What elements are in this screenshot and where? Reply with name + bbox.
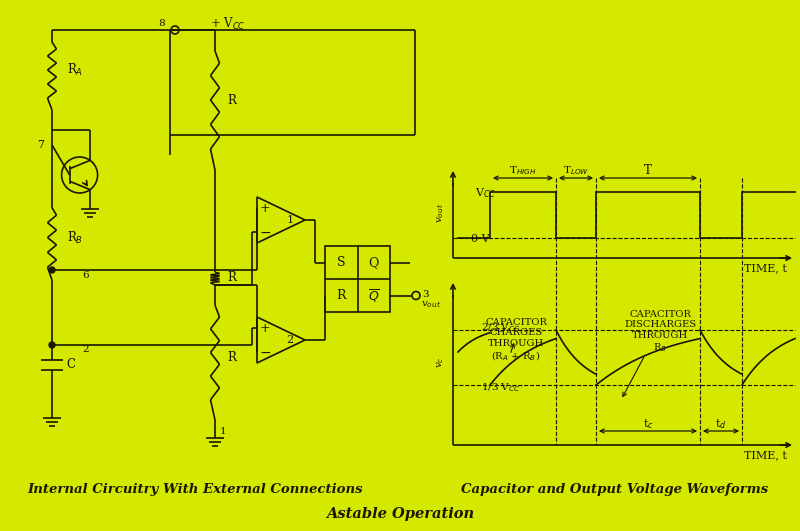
Text: 7: 7 (37, 140, 44, 150)
Text: T$_{LOW}$: T$_{LOW}$ (563, 165, 589, 177)
Text: t$_c$: t$_c$ (642, 417, 654, 431)
Text: V$_{CC}$: V$_{CC}$ (475, 186, 496, 200)
Text: v$_c$: v$_c$ (436, 357, 446, 369)
Text: TIME, t: TIME, t (743, 450, 786, 460)
Text: R: R (227, 351, 236, 364)
Text: 2: 2 (82, 346, 89, 355)
Text: +: + (260, 321, 270, 335)
Text: R: R (227, 93, 236, 107)
Text: t$_d$: t$_d$ (715, 417, 726, 431)
Text: 1: 1 (286, 215, 294, 225)
Text: Internal Circuitry With External Connections: Internal Circuitry With External Connect… (27, 484, 363, 496)
Text: 3: 3 (422, 290, 429, 299)
Bar (325, 246, 390, 312)
Text: 6: 6 (82, 270, 89, 279)
Text: +: + (260, 201, 270, 215)
Text: TIME, t: TIME, t (743, 263, 786, 273)
Text: R$_A$: R$_A$ (67, 62, 83, 78)
Text: T: T (644, 165, 652, 177)
Text: CAPACITOR
CHARGES
THROUGH
(R$_A$ + R$_B$): CAPACITOR CHARGES THROUGH (R$_A$ + R$_B$… (485, 318, 547, 363)
Text: T$_{HIGH}$: T$_{HIGH}$ (510, 165, 537, 177)
Text: v$_{out}$: v$_{out}$ (436, 203, 446, 223)
Text: S: S (337, 256, 346, 269)
Circle shape (49, 342, 55, 348)
Text: 2: 2 (286, 335, 294, 345)
Text: R: R (337, 289, 346, 302)
Text: R$_B$: R$_B$ (67, 229, 83, 245)
Text: + V$_{CC}$: + V$_{CC}$ (210, 16, 246, 32)
Text: CAPACITOR
DISCHARGES
THROUGH
R$_B$: CAPACITOR DISCHARGES THROUGH R$_B$ (624, 310, 696, 354)
Text: 2/3 V$_{CC}$: 2/3 V$_{CC}$ (481, 322, 521, 335)
Text: 8: 8 (158, 20, 165, 29)
Text: −: − (259, 226, 271, 240)
Text: 1: 1 (220, 427, 226, 436)
Text: 0 V: 0 V (471, 234, 490, 244)
Text: −: − (259, 346, 271, 360)
Text: Astable Operation: Astable Operation (326, 507, 474, 521)
Circle shape (49, 267, 55, 273)
Text: $\overline{Q}$: $\overline{Q}$ (368, 287, 380, 304)
Text: R: R (227, 271, 236, 284)
Text: Capacitor and Output Voltage Waveforms: Capacitor and Output Voltage Waveforms (462, 484, 769, 496)
Text: Q: Q (369, 256, 379, 269)
Text: 1/3 V$_{CC}$: 1/3 V$_{CC}$ (481, 382, 521, 395)
Text: v$_{out}$: v$_{out}$ (421, 299, 441, 310)
Text: C: C (66, 358, 75, 372)
